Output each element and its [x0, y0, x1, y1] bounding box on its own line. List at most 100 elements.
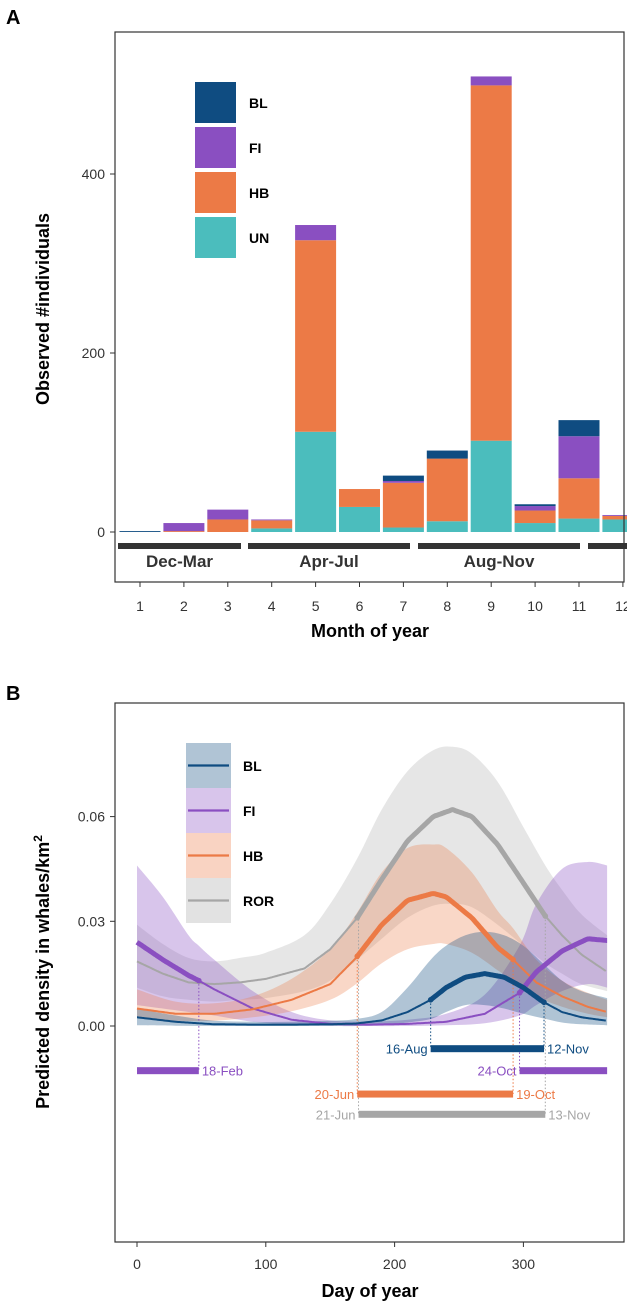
- bar-fi-month-10: [514, 506, 556, 511]
- panel-a-x-tick-label: 9: [487, 598, 495, 614]
- legend-swatch-un: [195, 217, 236, 258]
- legend-label-ror: ROR: [243, 893, 274, 909]
- bar-bl-month-8: [426, 450, 468, 459]
- panel-a-y-axis-title: Observed #individuals: [33, 213, 53, 405]
- panel-a-letter: A: [6, 7, 20, 29]
- bar-un-month-12: [602, 519, 627, 532]
- panel-b-x-axis-title: Day of year: [321, 1281, 418, 1301]
- panel-b-y-tick-label: 0.00: [78, 1018, 105, 1034]
- bar-hb-month-7: [382, 482, 424, 528]
- bar-hb-month-5: [295, 240, 337, 432]
- panel-a-x-tick-label: 7: [400, 598, 408, 614]
- peak-endpoint-fi: [516, 990, 523, 996]
- bar-hb-month-3: [207, 519, 249, 532]
- bar-un-month-4: [251, 528, 293, 532]
- legend-label-bl: BL: [243, 758, 262, 774]
- season-start-label-hb: 20-Jun: [314, 1087, 354, 1102]
- season-bar-fi: [519, 1067, 608, 1075]
- bar-un-month-7: [382, 527, 424, 532]
- peak-endpoint-bl: [427, 997, 434, 1003]
- bar-fi-month-2: [163, 523, 205, 532]
- panel-b-y-axis-title: Predicted density in whales/km2: [31, 835, 53, 1109]
- season-start-label-fi: 24-Oct: [478, 1064, 517, 1079]
- panel-a-x-tick-label: 6: [356, 598, 364, 614]
- season-label: Apr-Jul: [299, 552, 359, 571]
- season-end-label-fi: 18-Feb: [202, 1064, 243, 1079]
- peak-endpoint-ror: [354, 915, 361, 921]
- bar-hb-month-4: [251, 520, 293, 529]
- peak-endpoint-hb: [510, 956, 516, 963]
- peak-endpoint-fi: [196, 977, 202, 984]
- panel-a-x-tick-label: 4: [268, 598, 276, 614]
- bar-hb-month-11: [558, 478, 600, 519]
- bar-hb-month-10: [514, 510, 556, 524]
- peak-endpoint-hb: [354, 953, 361, 960]
- legend-label-hb: HB: [243, 848, 263, 864]
- panel-b-y-tick-label: 0.06: [78, 809, 105, 825]
- bar-un-month-5: [295, 431, 337, 532]
- bar-un-month-10: [514, 523, 556, 532]
- peak-endpoint-ror: [542, 913, 549, 919]
- bar-hb-month-9: [470, 85, 512, 441]
- panel-a-frame: [114, 31, 625, 583]
- panel-a-x-tick-label: 8: [443, 598, 451, 614]
- legend-swatch-fi: [195, 127, 236, 168]
- season-end-label-ror: 13-Nov: [548, 1107, 590, 1122]
- panel-a-x-tick-label: 3: [224, 598, 232, 614]
- season-bar-ror: [358, 1110, 546, 1118]
- panel-b-frame: [114, 702, 625, 1243]
- season-bar-2: [418, 543, 580, 549]
- peak-segment-fi: [517, 936, 608, 995]
- bar-hb-month-12: [602, 515, 627, 520]
- panel-b-x-tick-label: 0: [133, 1256, 141, 1272]
- bar-fi-month-7: [382, 480, 424, 483]
- panel-a-x-tick-label: 11: [572, 598, 587, 614]
- peak-segment-fi: [135, 940, 200, 983]
- peak-endpoint-bl: [541, 999, 547, 1006]
- bar-un-month-11: [558, 518, 600, 532]
- season-end-label-bl: 12-Nov: [547, 1042, 589, 1057]
- bar-fi-month-3: [207, 509, 249, 520]
- legend-swatch-bl: [195, 82, 236, 123]
- panel-a-y-tick-label: 200: [82, 345, 106, 361]
- bar-hb-month-6: [339, 489, 380, 507]
- legend-label-fi: FI: [243, 803, 255, 819]
- ci-band-fi: [137, 861, 608, 1027]
- panel-a-x-tick-label: 1: [136, 598, 144, 614]
- panel-b-chart: 0.00 0.03 0.06 0 100 200 300 16-Aug 12-Nov 18-Feb…: [78, 743, 608, 1272]
- bar-un-month-9: [470, 440, 512, 532]
- bar-un-month-6: [339, 506, 380, 532]
- legend-label-un: UN: [249, 230, 269, 246]
- bar-bl-month-10: [514, 504, 556, 507]
- panel-b-x-tick-label: 300: [512, 1256, 536, 1272]
- bar-fi-month-11: [558, 436, 600, 479]
- panel-b-letter: B: [6, 683, 20, 705]
- season-bar-bl: [430, 1045, 545, 1053]
- panel-b-x-tick-label: 100: [254, 1256, 278, 1272]
- panel-a-x-tick-label: 5: [312, 598, 320, 614]
- bar-fi-month-12: [602, 514, 627, 516]
- bar-bl-month-11: [558, 420, 600, 437]
- peak-segment-bl: [429, 971, 546, 1005]
- season-end-label-hb: 19-Oct: [516, 1087, 555, 1102]
- season-bar-fi: [137, 1067, 199, 1075]
- season-bar-1: [248, 543, 410, 549]
- ci-band-hb: [137, 844, 608, 1022]
- bar-bl-month-7: [382, 475, 424, 481]
- legend-label-bl: BL: [249, 95, 268, 111]
- panel-a-x-axis-title: Month of year: [311, 621, 429, 641]
- ci-band-bl: [137, 931, 608, 1027]
- panel-a-x-tick-label: 12: [615, 598, 627, 614]
- peak-segment-ror: [355, 807, 548, 920]
- season-bar-hb: [357, 1090, 514, 1098]
- season-label: Dec-Mar: [146, 552, 213, 571]
- ci-band-ror: [137, 746, 608, 1002]
- season-bar-0: [118, 543, 241, 549]
- bar-hb-month-2: [163, 531, 205, 532]
- bar-un-month-8: [426, 521, 468, 532]
- season-start-label-bl: 16-Aug: [386, 1042, 428, 1057]
- panel-a-x-tick-label: 10: [527, 598, 543, 614]
- panel-a-y-tick-label: 400: [82, 166, 106, 182]
- bar-bl-month-1: [119, 531, 161, 532]
